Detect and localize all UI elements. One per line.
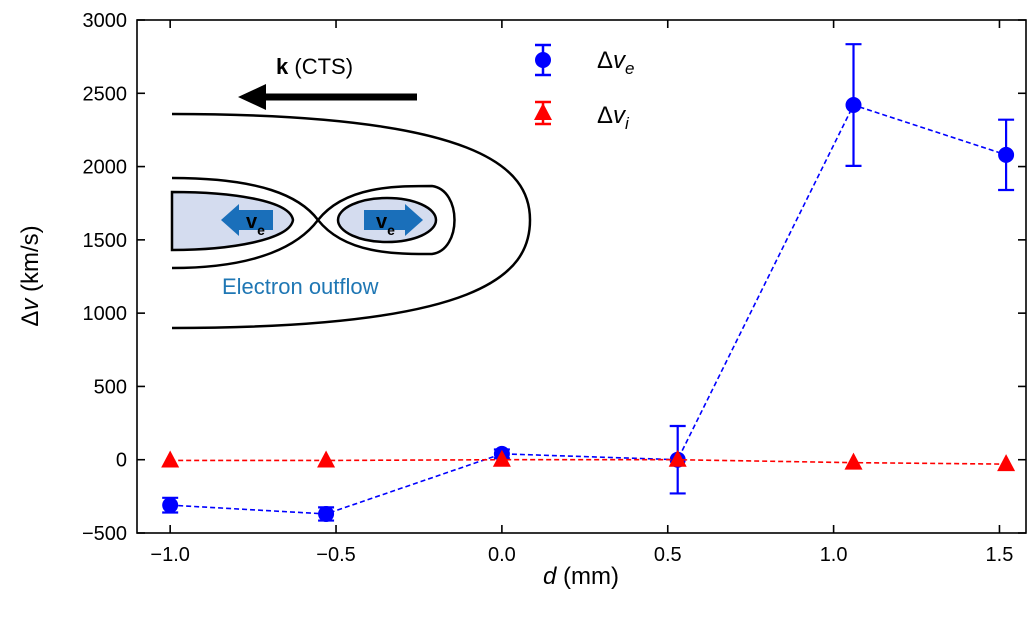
- y-tick-label: −500: [82, 523, 127, 545]
- data-point: [317, 450, 336, 468]
- x-axis-label: d (mm): [543, 563, 619, 590]
- legend-vi-label: Δvi: [597, 102, 630, 133]
- y-tick-label: 1500: [83, 230, 128, 252]
- series-line: [170, 104, 1007, 515]
- series-line: [170, 458, 1007, 465]
- data-point: [162, 497, 179, 514]
- data-point: [844, 452, 863, 470]
- series-layer: [161, 43, 1016, 522]
- inset-schematic: k (CTS) ve ve Electron outflow: [170, 54, 532, 330]
- right-velocity-label: ve: [376, 211, 395, 238]
- series-vi: [161, 449, 1016, 472]
- electron-outflow-caption: Electron outflow: [222, 274, 379, 299]
- axis-ticks: −1.0 −0.5 0.0 0.5 1.0 1.5 −500 0 500 1000 1500 2000…: [82, 10, 1026, 566]
- x-tick-label: 0.0: [488, 544, 516, 566]
- data-point: [318, 505, 335, 522]
- data-point: [997, 454, 1016, 472]
- legend-vi-marker: [534, 103, 552, 120]
- left-velocity-label: ve: [246, 211, 265, 238]
- y-tick-label: 500: [94, 376, 127, 398]
- legend-item-vi: Δvi: [534, 100, 630, 133]
- x-tick-label: 1.5: [986, 544, 1014, 566]
- legend-ve-marker: [535, 52, 551, 68]
- data-point: [492, 449, 511, 467]
- legend-ve-label: Δve: [597, 47, 635, 78]
- outer-field-line: [171, 112, 532, 330]
- y-tick-label: 0: [116, 450, 127, 472]
- data-point: [668, 449, 687, 467]
- data-point: [845, 97, 862, 114]
- x-tick-label: 0.5: [654, 544, 682, 566]
- k-arrow-label: k (CTS): [276, 54, 353, 79]
- x-tick-label: −1.0: [150, 544, 189, 566]
- y-tick-label: 2000: [83, 157, 128, 179]
- y-tick-label: 3000: [83, 10, 128, 32]
- plot-frame: [136, 19, 1027, 534]
- legend: Δve Δvi: [534, 43, 635, 133]
- x-tick-label: −0.5: [316, 544, 355, 566]
- y-axis-label: Δv (km/s): [17, 225, 44, 326]
- y-tick-label: 2500: [83, 83, 128, 105]
- y-tick-label: 1000: [83, 303, 128, 325]
- right-separatrix: [316, 184, 456, 256]
- legend-item-ve: Δve: [535, 43, 635, 78]
- k-arrow-head: [238, 84, 266, 110]
- right-outflow-arrow: [364, 204, 423, 236]
- left-outflow-arrow: [221, 204, 273, 236]
- x-tick-label: 1.0: [820, 544, 848, 566]
- data-point: [161, 450, 180, 468]
- data-point: [998, 146, 1015, 163]
